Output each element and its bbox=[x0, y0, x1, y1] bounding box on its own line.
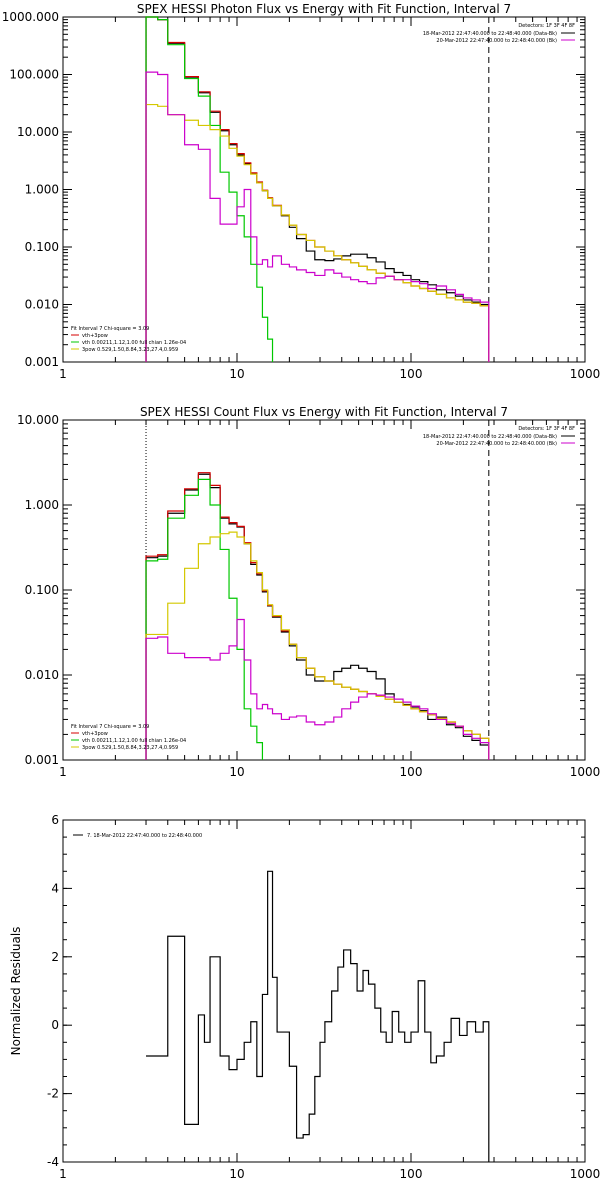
y-tick-label: 0.100 bbox=[25, 240, 59, 254]
y-tick-label: 6 bbox=[51, 813, 59, 827]
y-tick-label: 10.000 bbox=[17, 125, 59, 139]
x-tick-label: 100 bbox=[400, 1167, 423, 1181]
chart-title: SPEX HESSI Count Flux vs Energy with Fit… bbox=[140, 405, 508, 419]
x-tick-label: 10 bbox=[229, 765, 244, 779]
series-line-1 bbox=[145, 16, 490, 362]
y-tick-label: 1.000 bbox=[25, 183, 59, 197]
y-tick-label: 4 bbox=[51, 881, 59, 895]
legend-detectors: Detectors: 1F 3F 4F 8F bbox=[518, 426, 575, 432]
legend-fit-label: vth+3pow bbox=[82, 731, 108, 737]
legend-fit-header: Fit Interval 7 Chi-square = 3.09 bbox=[71, 724, 149, 730]
legend-fit-label: vth 0.00211,1.12,1.00 full chian 1.26e-0… bbox=[82, 738, 186, 744]
y-tick-label: 1.000 bbox=[25, 498, 59, 512]
y-tick-label: 0.010 bbox=[25, 298, 59, 312]
series-line-4 bbox=[145, 618, 490, 760]
series-line-0 bbox=[145, 473, 490, 760]
legend-entry-label: 18-Mar-2012 22:47:40.000 to 22:48:40.000… bbox=[423, 434, 557, 440]
y-tick-label: 0 bbox=[51, 1018, 59, 1032]
y-tick-label: 0.001 bbox=[25, 753, 59, 767]
legend-fit-label: vth+3pow bbox=[82, 333, 108, 339]
series-line-2 bbox=[145, 16, 274, 362]
x-tick-label: 1000 bbox=[570, 367, 600, 381]
legend-fit-label: vth 0.00211,1.12,1.00 full chian 1.26e-0… bbox=[82, 340, 186, 346]
y-tick-label: 1000.000 bbox=[2, 10, 59, 24]
y-tick-label: 10.000 bbox=[17, 413, 59, 427]
chart-title: SPEX HESSI Photon Flux vs Energy with Fi… bbox=[137, 2, 511, 16]
plot-frame bbox=[62, 819, 586, 1163]
x-tick-label: 100 bbox=[400, 765, 423, 779]
y-tick-label: 100.000 bbox=[9, 68, 59, 82]
x-tick-label: 1000 bbox=[570, 765, 600, 779]
y-tick-label: -2 bbox=[47, 1087, 59, 1101]
y-tick-label: 0.100 bbox=[25, 583, 59, 597]
legend-fit-label: 3pow 0.529,1.50,8.84,3.23,27.4,0.959 bbox=[82, 745, 178, 751]
x-tick-label: 1 bbox=[59, 765, 67, 779]
plot-frame bbox=[62, 16, 586, 363]
series-line-0 bbox=[146, 870, 490, 1162]
y-tick-label: -4 bbox=[47, 1155, 59, 1169]
legend-entry-label: 20-Mar-2012 22:47:40.000 to 22:48:40.000… bbox=[436, 441, 557, 447]
x-tick-label: 1000 bbox=[570, 1167, 600, 1181]
y-tick-label: 0.001 bbox=[25, 355, 59, 369]
x-tick-label: 10 bbox=[229, 1167, 244, 1181]
legend-entry-label: 20-Mar-2012 22:47:40.000 to 22:48:40.000… bbox=[436, 38, 557, 44]
y-tick-label: 0.010 bbox=[25, 668, 59, 682]
legend-fit-label: 3pow 0.529,1.50,8.84,3.23,27.4,0.959 bbox=[82, 347, 178, 353]
legend-label: 7. 18-Mar-2012 22:47:40.000 to 22:48:40.… bbox=[87, 833, 202, 839]
y-axis-label: Normalized Residuals bbox=[9, 927, 23, 1056]
series-line-3 bbox=[145, 103, 490, 362]
x-tick-label: 1 bbox=[59, 1167, 67, 1181]
x-tick-label: 10 bbox=[229, 367, 244, 381]
series-line-4 bbox=[145, 71, 490, 362]
x-tick-label: 1 bbox=[59, 367, 67, 381]
legend-entry-label: 18-Mar-2012 22:47:40.000 to 22:48:40.000… bbox=[423, 31, 557, 37]
series-line-0 bbox=[145, 16, 490, 362]
series-line-3 bbox=[145, 531, 490, 760]
x-tick-label: 100 bbox=[400, 367, 423, 381]
plot-frame bbox=[62, 419, 586, 761]
y-tick-label: 2 bbox=[51, 950, 59, 964]
legend-fit-header: Fit Interval 7 Chi-square = 3.09 bbox=[71, 326, 149, 332]
legend-detectors: Detectors: 1F 3F 4F 8F bbox=[518, 23, 575, 29]
series-line-2 bbox=[145, 478, 264, 760]
